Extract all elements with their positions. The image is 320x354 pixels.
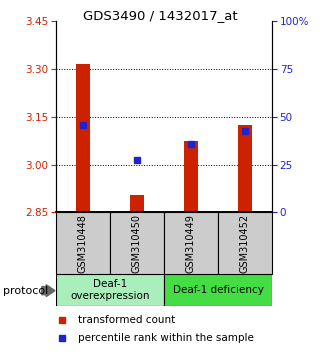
Text: Deaf-1
overexpression: Deaf-1 overexpression bbox=[70, 279, 150, 301]
Bar bbox=[238, 125, 252, 212]
Text: Deaf-1 deficiency: Deaf-1 deficiency bbox=[172, 285, 263, 295]
FancyArrow shape bbox=[42, 285, 55, 297]
Bar bbox=[130, 195, 144, 212]
Bar bbox=[56, 274, 164, 306]
Text: transformed count: transformed count bbox=[77, 315, 175, 325]
Bar bbox=[164, 274, 272, 306]
Text: GSM310448: GSM310448 bbox=[78, 214, 88, 273]
Text: GSM310452: GSM310452 bbox=[240, 214, 250, 273]
Bar bbox=[56, 212, 110, 274]
Bar bbox=[218, 212, 272, 274]
Text: protocol: protocol bbox=[3, 286, 48, 296]
Bar bbox=[110, 212, 164, 274]
Text: GDS3490 / 1432017_at: GDS3490 / 1432017_at bbox=[83, 9, 237, 22]
Text: GSM310450: GSM310450 bbox=[132, 214, 142, 273]
Text: GSM310449: GSM310449 bbox=[186, 214, 196, 273]
Bar bbox=[184, 141, 198, 212]
Text: percentile rank within the sample: percentile rank within the sample bbox=[77, 333, 253, 343]
Bar bbox=[76, 64, 90, 212]
Bar bbox=[164, 212, 218, 274]
